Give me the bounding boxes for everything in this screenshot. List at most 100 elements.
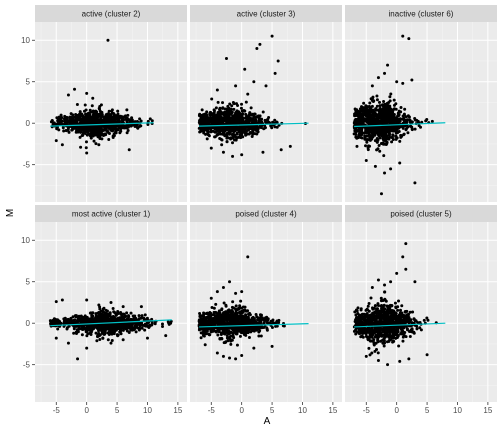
- data-point: [397, 130, 401, 134]
- data-point: [108, 311, 112, 315]
- data-point: [370, 120, 374, 124]
- data-point: [357, 129, 361, 133]
- data-point: [378, 104, 382, 108]
- data-point: [370, 99, 374, 103]
- data-point: [212, 319, 216, 323]
- data-point: [211, 129, 215, 133]
- data-point: [122, 126, 126, 130]
- data-point: [240, 114, 244, 118]
- data-point: [257, 119, 261, 123]
- data-point: [210, 305, 214, 309]
- data-point: [209, 128, 213, 132]
- data-point: [200, 108, 204, 112]
- data-point: [99, 130, 103, 134]
- data-point: [355, 309, 359, 313]
- data-point: [368, 122, 372, 126]
- data-point: [206, 133, 210, 137]
- facet-title: active (cluster 2): [82, 10, 141, 19]
- outlier-point: [243, 67, 247, 71]
- outlier-point: [288, 144, 292, 148]
- outlier-point: [97, 143, 101, 147]
- data-point: [59, 113, 63, 117]
- data-point: [91, 117, 95, 121]
- data-point: [218, 130, 221, 134]
- data-point: [227, 107, 231, 111]
- data-point: [392, 113, 396, 117]
- data-point: [105, 318, 109, 322]
- data-point: [96, 324, 100, 328]
- data-point: [117, 114, 121, 118]
- data-point: [107, 327, 111, 331]
- outlier-point: [221, 286, 225, 290]
- data-point: [134, 330, 138, 334]
- data-point: [406, 131, 410, 135]
- data-point: [239, 106, 243, 110]
- data-point: [208, 113, 212, 117]
- facet-title: active (cluster 3): [237, 10, 296, 19]
- data-point: [209, 315, 213, 319]
- data-point: [113, 127, 117, 131]
- outlier-point: [246, 255, 250, 259]
- data-point: [243, 329, 247, 333]
- data-point: [81, 126, 85, 130]
- data-point: [88, 113, 92, 117]
- data-point: [263, 118, 267, 122]
- data-point: [378, 100, 382, 104]
- outlier-point: [109, 341, 113, 345]
- data-point: [110, 327, 114, 331]
- outlier-point: [66, 341, 70, 345]
- data-point: [99, 316, 103, 320]
- data-point: [230, 305, 234, 309]
- data-point: [161, 324, 165, 328]
- data-point: [116, 312, 120, 316]
- data-point: [145, 316, 149, 320]
- data-point: [400, 117, 404, 121]
- data-point: [247, 336, 251, 340]
- outlier-point: [85, 346, 89, 350]
- data-point: [375, 104, 379, 108]
- data-point: [128, 325, 132, 329]
- data-point: [366, 134, 370, 138]
- data-point: [71, 115, 75, 119]
- data-point: [90, 326, 93, 330]
- data-point: [78, 135, 82, 139]
- data-point: [86, 325, 90, 329]
- data-point: [105, 327, 109, 331]
- data-point: [132, 328, 136, 332]
- data-point: [198, 312, 202, 316]
- outlier-point: [264, 84, 268, 88]
- data-point: [204, 116, 208, 120]
- data-point: [100, 137, 104, 141]
- data-point: [265, 328, 269, 332]
- data-point: [402, 133, 406, 137]
- data-point: [231, 101, 235, 105]
- data-point: [408, 118, 412, 122]
- x-tick-label: 0: [84, 406, 89, 415]
- data-point: [365, 130, 369, 134]
- data-point: [359, 135, 363, 139]
- outlier-point: [234, 84, 238, 88]
- data-point: [394, 134, 398, 138]
- data-point: [373, 139, 377, 143]
- data-point: [364, 114, 368, 118]
- data-point: [129, 118, 133, 122]
- data-point: [259, 313, 263, 317]
- data-point: [354, 123, 358, 127]
- data-point: [237, 306, 241, 310]
- data-point: [140, 323, 144, 327]
- data-point: [365, 126, 369, 130]
- facet-title: inactive (cluster 6): [389, 10, 454, 19]
- data-point: [50, 119, 54, 123]
- data-point: [231, 334, 235, 338]
- data-point: [254, 115, 258, 119]
- data-point: [226, 322, 230, 326]
- data-point: [410, 120, 414, 124]
- data-point: [139, 316, 143, 320]
- data-point: [355, 108, 359, 112]
- data-point: [62, 129, 66, 133]
- outlier-point: [276, 59, 280, 63]
- outlier-point: [60, 298, 64, 302]
- data-point: [130, 116, 134, 120]
- data-point: [227, 309, 231, 313]
